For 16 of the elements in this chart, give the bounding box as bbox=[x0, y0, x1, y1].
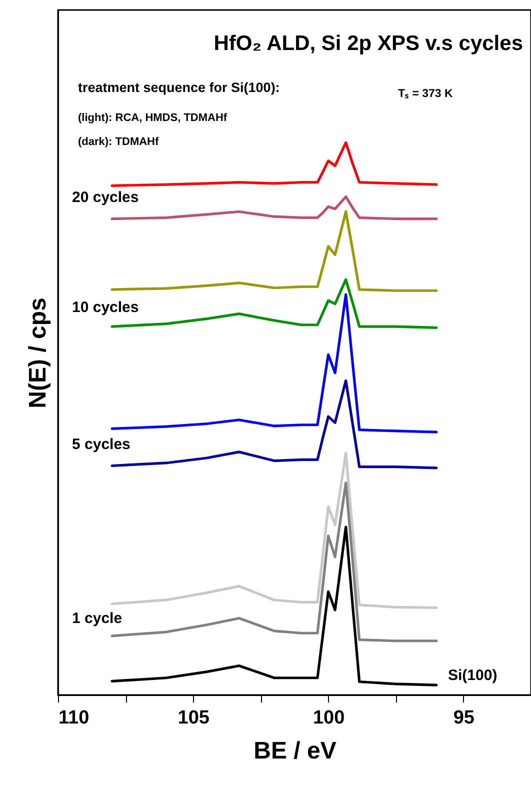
y-axis-title: N(E) / cps bbox=[24, 298, 52, 408]
x-tick-label: 95 bbox=[453, 708, 475, 728]
annotation: Si(100) bbox=[448, 667, 498, 684]
text: treatment sequence for Si(100): bbox=[78, 80, 280, 95]
text: Tₛ = 373 K bbox=[398, 88, 454, 100]
x-tick-label: 110 bbox=[58, 708, 90, 728]
annotation: 10 cycles bbox=[72, 299, 139, 316]
x-tick-label: 105 bbox=[178, 708, 210, 728]
chart-title: HfO₂ ALD, Si 2p XPS v.s cycles bbox=[214, 32, 523, 55]
text: (light): RCA, HMDS, TDMAHf bbox=[78, 112, 228, 124]
annotation: 20 cycles bbox=[72, 189, 139, 206]
annotation: (dark): TDMAHf bbox=[78, 136, 159, 148]
x-axis-title: BE / eV bbox=[254, 738, 336, 764]
x-tick-label: 100 bbox=[312, 708, 345, 728]
annotation: 5 cycles bbox=[72, 436, 130, 453]
annotation: 1 cycle bbox=[72, 610, 122, 627]
